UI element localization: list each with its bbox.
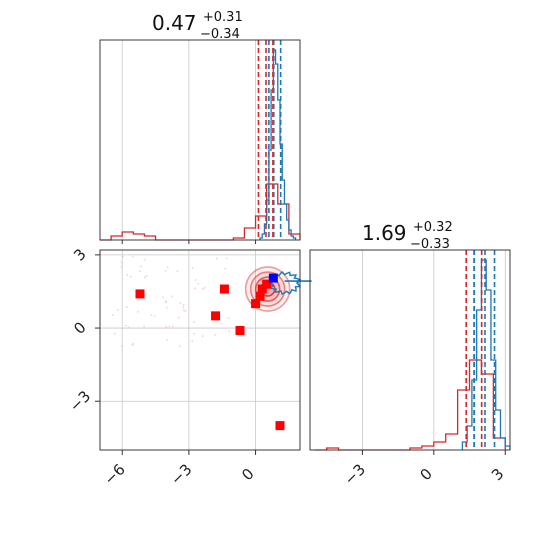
param1-title: 0.47 +0.31 −0.34 bbox=[152, 2, 249, 42]
sample-point bbox=[214, 334, 216, 336]
sample-point bbox=[203, 287, 206, 289]
sample-point bbox=[191, 340, 193, 342]
sample-point bbox=[131, 344, 134, 346]
sample-point bbox=[150, 314, 153, 316]
red-marker-0 bbox=[135, 289, 145, 299]
sample-point bbox=[120, 261, 123, 264]
x-tick-label: −3 bbox=[167, 460, 195, 488]
sample-point bbox=[144, 276, 146, 279]
sample-point bbox=[220, 323, 223, 325]
sample-point bbox=[171, 295, 173, 298]
red-marker-7 bbox=[255, 291, 265, 301]
histogram-series-1 bbox=[461, 259, 511, 450]
param2-title-plus: +0.32 bbox=[413, 220, 453, 235]
sample-point bbox=[182, 304, 185, 306]
sample-point bbox=[121, 345, 123, 348]
sample-point bbox=[194, 287, 196, 290]
sample-point bbox=[125, 306, 128, 308]
sample-point bbox=[127, 326, 130, 329]
sample-point bbox=[140, 265, 142, 268]
sample-point bbox=[145, 275, 148, 277]
sample-point bbox=[194, 279, 197, 281]
sample-point bbox=[172, 325, 174, 328]
sample-point bbox=[126, 274, 128, 276]
red-marker-5 bbox=[251, 299, 261, 309]
sample-point bbox=[164, 269, 167, 272]
sample-point bbox=[131, 256, 134, 258]
x-tick-label: −6 bbox=[101, 460, 129, 488]
sample-point bbox=[132, 342, 135, 345]
param2-title: 1.69 +0.32 −0.33 bbox=[362, 212, 459, 252]
red-marker-3 bbox=[235, 325, 245, 335]
sample-point bbox=[137, 311, 139, 313]
sample-point bbox=[193, 332, 195, 335]
sample-point bbox=[191, 266, 194, 269]
sample-point bbox=[182, 306, 185, 309]
param2-title-value: 1.69 bbox=[362, 221, 407, 245]
joint-scatter-panel: −6 −3 0 3 0 −3 bbox=[66, 245, 312, 489]
sample-point bbox=[139, 270, 141, 273]
param1-title-plus: +0.31 bbox=[203, 10, 243, 25]
histogram-series-0 bbox=[100, 183, 301, 241]
sample-point bbox=[166, 306, 168, 309]
param2-frame bbox=[309, 249, 511, 451]
sample-point bbox=[143, 258, 146, 261]
sample-point bbox=[164, 301, 167, 304]
sample-point bbox=[154, 315, 156, 317]
x-tick-label: 3 bbox=[488, 465, 507, 484]
sample-point bbox=[166, 266, 169, 269]
sample-point bbox=[165, 300, 167, 303]
marginal-histogram-param1: 0.47 +0.31 −0.34 bbox=[99, 2, 301, 244]
x-tick-label: 0 bbox=[238, 465, 257, 484]
sample-point bbox=[177, 316, 180, 319]
sample-point bbox=[227, 330, 230, 332]
joint-frame bbox=[99, 249, 301, 451]
red-marker-2 bbox=[211, 311, 221, 321]
sample-point bbox=[125, 324, 127, 327]
y-tick-label: 0 bbox=[70, 318, 89, 337]
sample-point bbox=[111, 314, 114, 316]
blue-marker bbox=[268, 273, 278, 283]
sample-point bbox=[184, 310, 187, 312]
sample-point bbox=[114, 333, 116, 335]
x-tick-label: −3 bbox=[341, 460, 369, 488]
sample-point bbox=[116, 309, 119, 311]
param1-frame bbox=[99, 39, 301, 241]
sample-point bbox=[166, 339, 168, 341]
sample-point bbox=[176, 270, 179, 273]
sample-point bbox=[120, 266, 123, 268]
sample-point bbox=[168, 325, 171, 328]
red-marker-6 bbox=[257, 284, 267, 294]
sample-point bbox=[143, 325, 145, 328]
red-marker-8 bbox=[262, 279, 272, 289]
sample-point bbox=[201, 335, 204, 337]
sample-point bbox=[227, 317, 230, 319]
sample-point bbox=[162, 296, 164, 299]
sample-point bbox=[179, 302, 182, 304]
marginal-histogram-param2: 1.69 +0.32 −0.33 −3 0 3 bbox=[309, 212, 511, 489]
param1-title-value: 0.47 bbox=[152, 11, 197, 35]
sample-point bbox=[129, 275, 132, 278]
sample-point bbox=[193, 321, 195, 324]
red-marker-4 bbox=[275, 421, 285, 431]
sample-point bbox=[202, 288, 204, 290]
sample-point bbox=[216, 257, 218, 260]
red-marker-1 bbox=[219, 284, 229, 294]
x-tick-label: 0 bbox=[417, 465, 436, 484]
sample-point bbox=[224, 267, 226, 270]
sample-point bbox=[197, 282, 200, 285]
sample-point bbox=[183, 309, 185, 311]
sample-point bbox=[165, 326, 168, 328]
sample-point bbox=[225, 257, 228, 260]
y-tick-label: −3 bbox=[66, 387, 94, 415]
param1-title-minus: −0.34 bbox=[200, 27, 240, 42]
sample-point bbox=[122, 255, 124, 258]
sample-point bbox=[178, 345, 181, 347]
param2-title-minus: −0.33 bbox=[410, 237, 450, 252]
y-tick-label: 3 bbox=[70, 245, 89, 264]
